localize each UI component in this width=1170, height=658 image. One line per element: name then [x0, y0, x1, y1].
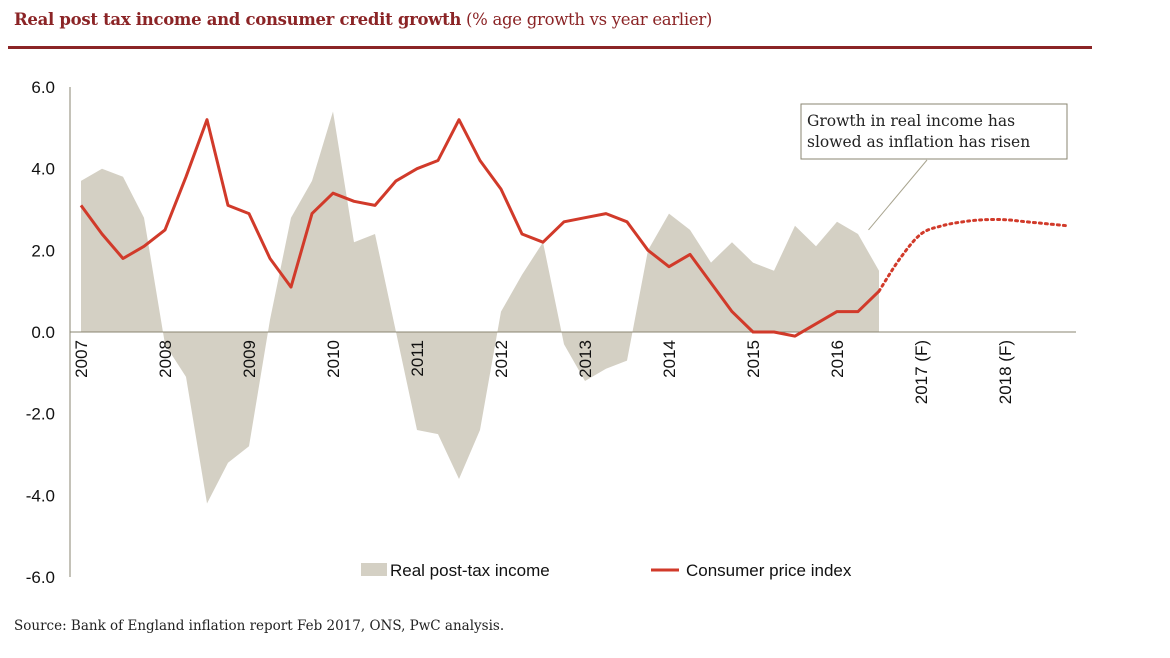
x-tick-label: 2010: [324, 340, 343, 378]
annotation-box: [800, 103, 1068, 160]
x-tick-label: 2013: [576, 340, 595, 378]
axes: [69, 87, 1076, 577]
y-axis-ticks: 6.0 4.0 2.0 0.0 -2.0 -4.0 -6.0: [26, 78, 55, 587]
cpi-forecast-line: [877, 217, 1070, 293]
annotation-text: slowed as inflation has risen: [807, 133, 1030, 151]
title-rule: [8, 46, 1092, 49]
x-tick-label: 2008: [156, 340, 175, 378]
y-tick-label: 6.0: [31, 78, 55, 97]
legend: Real post-tax income Consumer price index: [361, 561, 852, 580]
income-area: [81, 111, 879, 504]
x-tick-label: 2017 (F): [912, 340, 931, 404]
x-tick-label: 2015: [744, 340, 763, 378]
legend-swatch-income: [361, 563, 387, 576]
x-tick-label: 2014: [660, 340, 679, 378]
chart-title-subtitle: (% age growth vs year earlier): [466, 10, 713, 29]
x-axis-ticks: 2007 2008 2009 2010 2011 2012 2013 2014 2015 2016…: [72, 340, 1015, 404]
chart-title-main: Real post tax income and consumer credit…: [14, 10, 462, 29]
legend-label-cpi: Consumer price index: [686, 561, 852, 580]
y-tick-label: -2.0: [26, 405, 55, 424]
x-tick-label: 2018 (F): [996, 340, 1015, 404]
legend-label-income: Real post-tax income: [390, 561, 550, 580]
x-tick-label: 2012: [492, 340, 511, 378]
annotation-text: Growth in real income has: [807, 112, 1015, 130]
source-note: Source: Bank of England inflation report…: [14, 618, 505, 634]
y-tick-label: -4.0: [26, 486, 55, 505]
cpi-line-layer: [79, 118, 1070, 338]
y-tick-label: 4.0: [31, 160, 55, 179]
chart-title: Real post tax income and consumer credit…: [14, 10, 712, 29]
x-tick-label: 2016: [828, 340, 847, 378]
y-tick-label: -6.0: [26, 568, 55, 587]
cpi-line: [79, 118, 881, 338]
y-tick-label: 0.0: [31, 323, 55, 342]
annotation-leader-line: [868, 159, 928, 231]
income-area-layer: [81, 111, 879, 504]
x-tick-label: 2009: [240, 340, 259, 378]
annotation: Growth in real income has slowed as infla…: [800, 103, 1068, 231]
y-tick-label: 2.0: [31, 241, 55, 260]
x-tick-label: 2007: [72, 340, 91, 378]
x-tick-label: 2011: [408, 340, 427, 377]
